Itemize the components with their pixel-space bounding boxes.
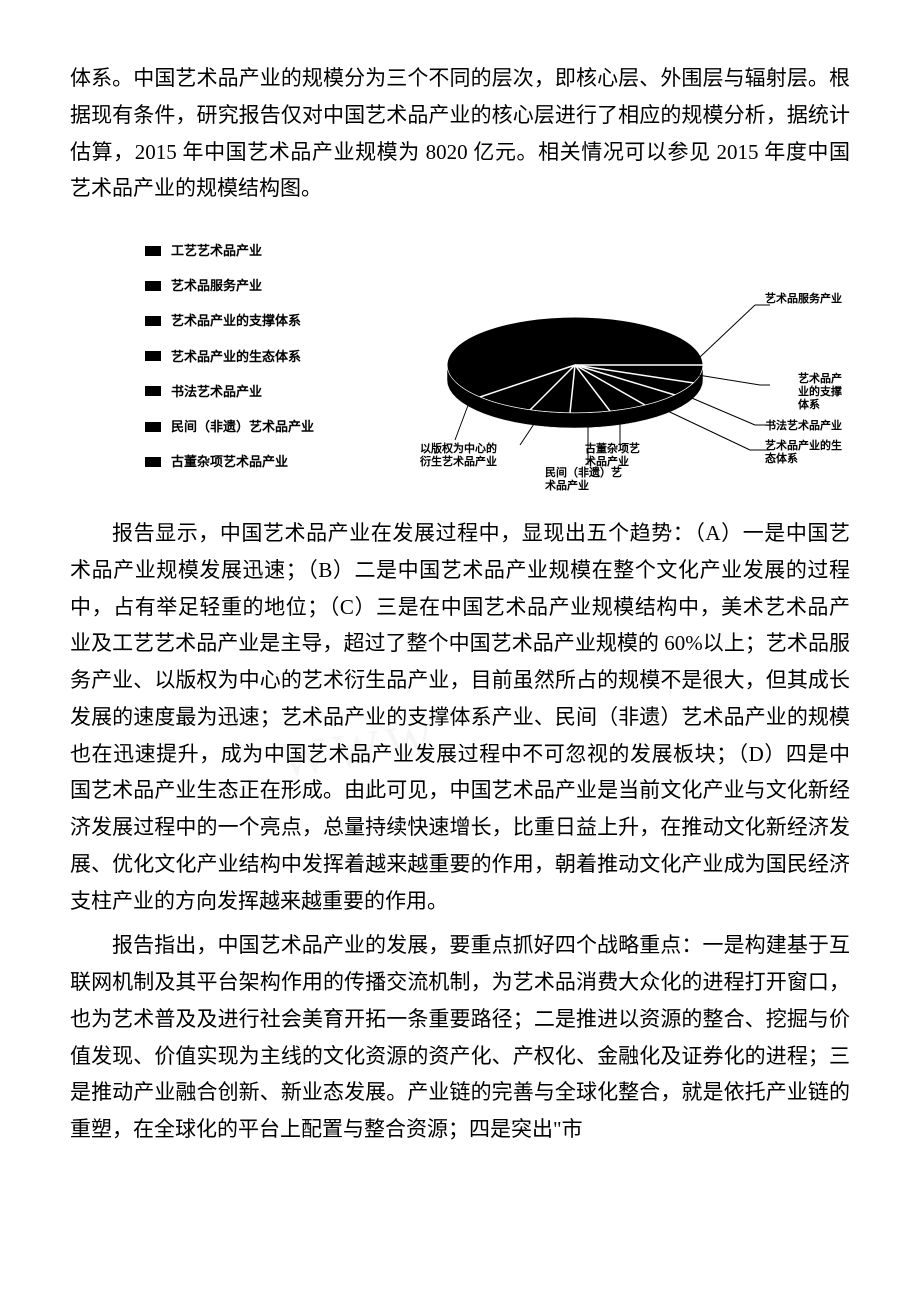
callout-text: 术品产业 xyxy=(545,480,589,492)
pie-chart: 艺术品服务产业 艺术品产 业的支撑 体系 书法艺术品产业 艺术品产业的生 态体系… xyxy=(420,265,830,495)
legend-swatch-icon xyxy=(145,281,161,291)
legend-label: 艺术品产业的支撑体系 xyxy=(171,305,301,336)
pie-chart-container: 工艺艺术品产业 艺术品服务产业 艺术品产业的支撑体系 艺术品产业的生态体系 书法… xyxy=(70,225,850,505)
legend-swatch-icon xyxy=(145,422,161,432)
callout-text: 以版权为中心的 xyxy=(420,443,497,455)
legend-item: 艺术品产业的生态体系 xyxy=(145,341,314,372)
legend-label: 工艺艺术品产业 xyxy=(171,235,262,266)
callout-text: 古董杂项艺 xyxy=(585,443,640,455)
legend-item: 古董杂项艺术品产业 xyxy=(145,446,314,477)
legend-swatch-icon xyxy=(145,316,161,326)
callout-text: 业的支撑 xyxy=(798,386,842,398)
callout-text: 衍生艺术品产业 xyxy=(420,456,497,468)
legend-swatch-icon xyxy=(145,351,161,361)
legend-label: 艺术品产业的生态体系 xyxy=(171,341,301,372)
callout-label: 艺术品服务产业 xyxy=(765,293,842,306)
legend-swatch-icon xyxy=(145,457,161,467)
paragraph-1: 体系。中国艺术品产业的规模分为三个不同的层次，即核心层、外围层与辐射层。根据现有… xyxy=(70,60,850,207)
callout-label: 艺术品产业的生 态体系 xyxy=(765,440,842,466)
legend-label: 古董杂项艺术品产业 xyxy=(171,446,288,477)
legend-swatch-icon xyxy=(145,386,161,396)
callout-text: 艺术品产业的生 xyxy=(765,440,842,452)
legend-item: 民间（非遗）艺术品产业 xyxy=(145,411,314,442)
legend-item: 艺术品产业的支撑体系 xyxy=(145,305,314,336)
callout-label: 书法艺术品产业 xyxy=(765,420,842,433)
callout-text: 体系 xyxy=(798,399,820,411)
paragraph-3: 报告指出，中国艺术品产业的发展，要重点抓好四个战略重点：一是构建基于互联网机制及… xyxy=(70,927,850,1148)
legend-label: 书法艺术品产业 xyxy=(171,376,262,407)
legend-item: 艺术品服务产业 xyxy=(145,270,314,301)
paragraph-2: 报告显示，中国艺术品产业在发展过程中，显现出五个趋势：（A）一是中国艺术品产业规… xyxy=(70,515,850,919)
callout-label: 以版权为中心的 衍生艺术品产业 xyxy=(420,443,497,469)
legend-swatch-icon xyxy=(145,246,161,256)
legend-label: 艺术品服务产业 xyxy=(171,270,262,301)
callout-text: 艺术品产 xyxy=(798,373,842,385)
callout-label: 民间（非遗）艺 术品产业 xyxy=(545,467,622,493)
callout-label: 艺术品产 业的支撑 体系 xyxy=(798,373,842,413)
legend-item: 工艺艺术品产业 xyxy=(145,235,314,266)
legend-label: 民间（非遗）艺术品产业 xyxy=(171,411,314,442)
legend-item: 书法艺术品产业 xyxy=(145,376,314,407)
chart-legend: 工艺艺术品产业 艺术品服务产业 艺术品产业的支撑体系 艺术品产业的生态体系 书法… xyxy=(145,235,314,481)
callout-text: 态体系 xyxy=(765,453,798,465)
callout-label: 古董杂项艺 术品产业 xyxy=(585,443,640,469)
callout-text: 民间（非遗）艺 xyxy=(545,467,622,479)
